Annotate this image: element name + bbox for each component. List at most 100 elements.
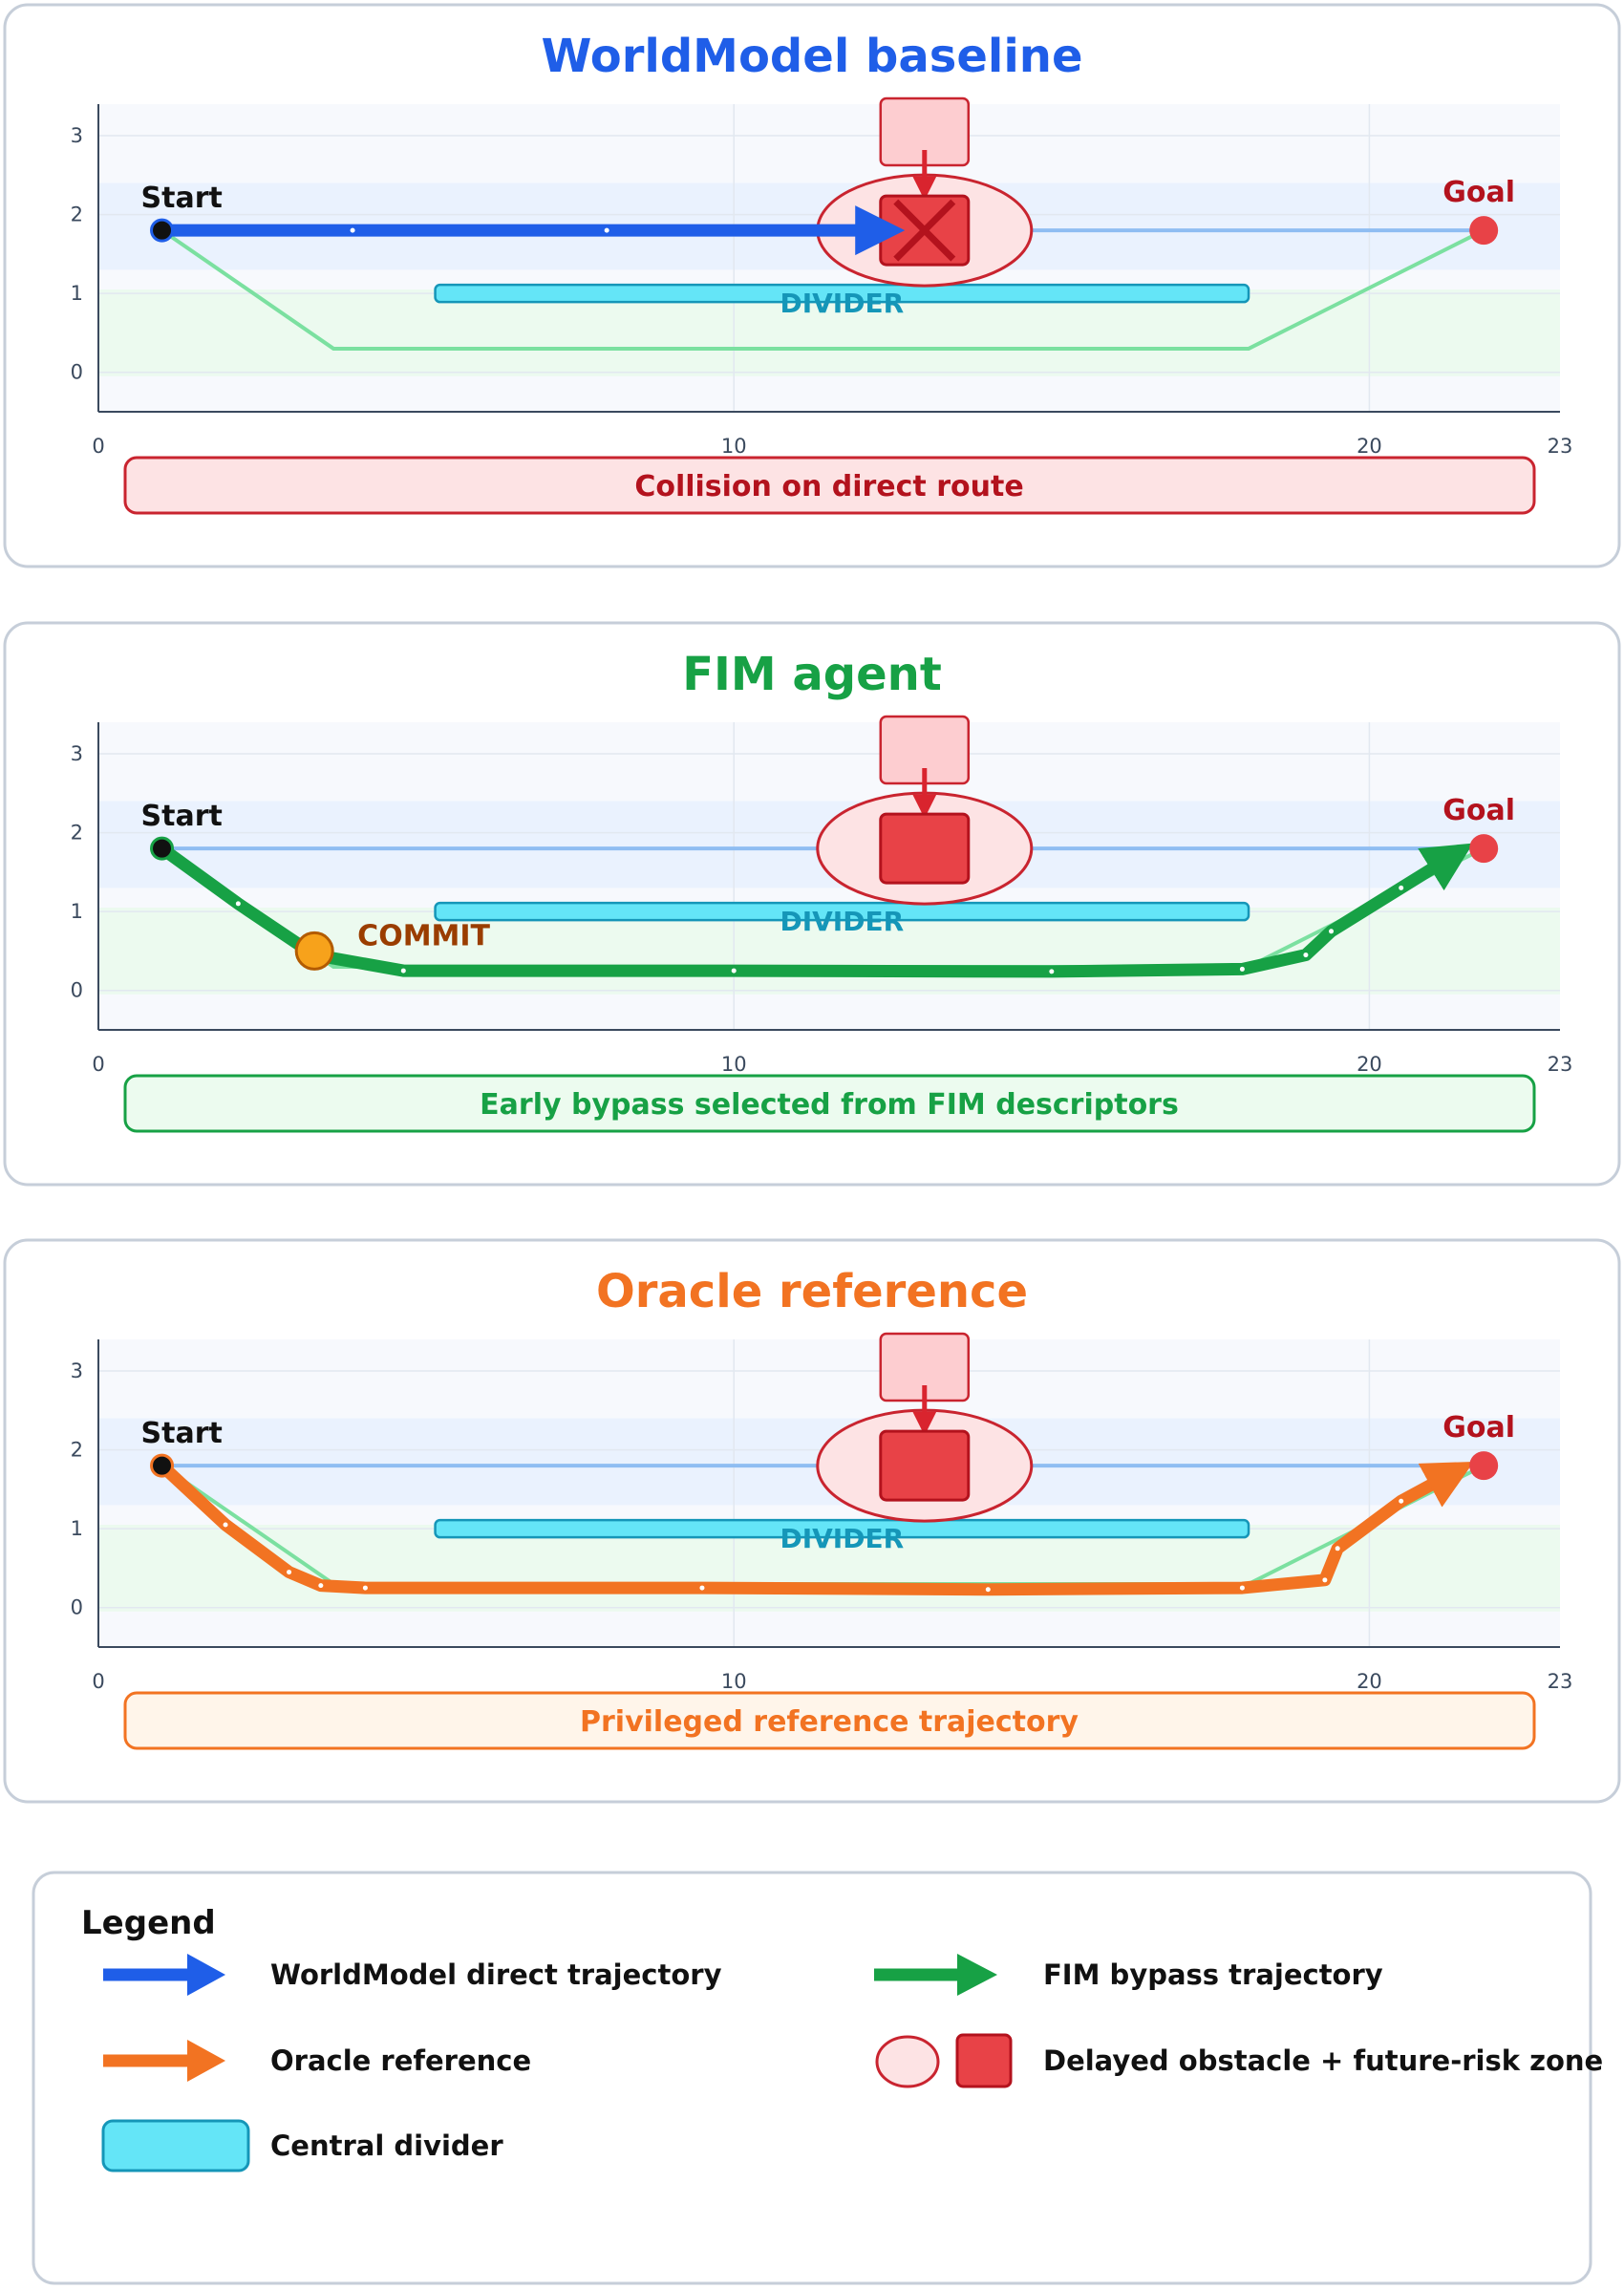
risk-zone-icon [875,2035,940,2088]
x-tick-label: 0 [92,435,104,458]
trajectory-waypoint [1329,929,1335,934]
x-tick-label: 23 [1548,1670,1573,1693]
commit-marker [294,931,334,971]
legend-label: FIM bypass trajectory [1043,1958,1383,1991]
y-tick-label: 2 [71,203,83,226]
status-banner-text: Early bypass selected from FIM descripto… [480,1088,1179,1122]
legend-item-worldmodel: WorldModel direct trajectory [103,1954,722,1996]
status-banner [123,1074,1536,1133]
trajectory-waypoint [1399,885,1404,890]
trajectory-waypoint [362,1585,368,1591]
goal-marker [1469,216,1499,246]
status-banner [123,456,1536,515]
trajectory-waypoint [350,227,355,233]
y-tick-label: 3 [71,1359,83,1382]
x-tick-label: 0 [92,1053,104,1076]
legend-item-divider: Central divider [101,2119,503,2172]
trajectory-waypoint [699,1585,705,1591]
trajectory-waypoint [287,1570,292,1575]
delayed-obstacle [879,1429,971,1502]
divider-label: DIVIDER [780,906,904,937]
x-tick-label: 10 [721,1670,747,1693]
x-tick-label: 0 [92,1670,104,1693]
bypass-lane-band [98,1525,1560,1612]
legend-label: WorldModel direct trajectory [270,1958,722,1991]
nominal-bypass-route [160,228,1485,351]
trajectory-waypoint [235,901,241,907]
trajectory-waypoint [1239,1585,1245,1591]
legend-label: Central divider [270,2129,503,2162]
trajectory-waypoint [223,1522,228,1528]
y-tick-label: 0 [71,361,83,384]
trajectory-waypoint [731,968,737,974]
trajectory-waypoint [1335,1546,1340,1552]
y-tick-label: 1 [71,1517,83,1540]
trajectory-waypoint [1239,966,1245,972]
y-tick-label: 2 [71,822,83,845]
trajectory-waypoint [604,227,609,233]
trajectory-oracle [156,1459,1474,1596]
delayed-obstacle [879,812,971,885]
commit-label: COMMIT [357,919,490,952]
x-tick-label: 23 [1548,1053,1573,1076]
y-tick-label: 1 [71,282,83,305]
panel-title: FIM agent [682,648,942,701]
y-tick-label: 0 [71,979,83,1002]
legend-title: Legend [81,1904,216,1942]
x-tick-label: 20 [1357,435,1382,458]
legend-arrowhead-icon [957,1954,997,1996]
divider-label: DIVIDER [780,288,904,319]
start-label: Start [141,1417,223,1450]
x-tick-label: 23 [1548,435,1573,458]
trajectory-waypoint [1322,1577,1328,1583]
central-divider [434,1518,1250,1539]
bypass-lane-band [98,289,1560,376]
y-tick-label: 3 [71,742,83,765]
panel-title: WorldModel baseline [541,30,1082,83]
legend-item-oracle: Oracle reference [103,2040,531,2082]
central-divider [434,901,1250,922]
legend-item-obstacle: Delayed obstacle + future-risk zone [875,2033,1603,2088]
start-marker [150,1453,175,1478]
x-tick-label: 20 [1357,1670,1382,1693]
status-banner-text: Privileged reference trajectory [580,1705,1079,1739]
legend-arrowhead-icon [187,1954,225,1996]
y-tick-label: 0 [71,1596,83,1619]
status-banner-text: Collision on direct route [634,470,1023,503]
goal-label: Goal [1442,176,1515,209]
trajectory-waypoint [1303,952,1309,958]
trajectory-waypoint [400,968,406,974]
goal-marker [1469,834,1499,864]
legend-arrowhead-icon [187,2040,225,2082]
legend-label: Oracle reference [270,2044,531,2077]
trajectory-waypoint [1399,1498,1404,1504]
start-label: Start [141,800,223,833]
panel-title: Oracle reference [596,1265,1028,1318]
start-marker [150,218,175,243]
legend-item-fim: FIM bypass trajectory [874,1954,1383,1996]
status-banner [123,1691,1536,1750]
divider-swatch-icon [101,2119,250,2172]
trajectory-waypoint [1049,969,1055,974]
legend-label: Delayed obstacle + future-risk zone [1043,2044,1603,2077]
y-tick-label: 3 [71,124,83,147]
start-label: Start [141,182,223,215]
goal-marker [1469,1451,1499,1481]
x-tick-label: 20 [1357,1053,1382,1076]
legend: Legend WorldModel direct trajectory FIM … [32,1871,1603,2285]
x-tick-label: 10 [721,1053,747,1076]
y-tick-label: 1 [71,900,83,923]
goal-label: Goal [1442,794,1515,827]
central-divider [434,283,1250,304]
legend-box [32,1871,1592,2285]
y-tick-label: 2 [71,1439,83,1462]
divider-label: DIVIDER [780,1523,904,1554]
x-tick-label: 10 [721,435,747,458]
obstacle-icon [955,2033,1013,2088]
trajectory-waypoint [318,1583,324,1589]
start-marker [150,836,175,861]
